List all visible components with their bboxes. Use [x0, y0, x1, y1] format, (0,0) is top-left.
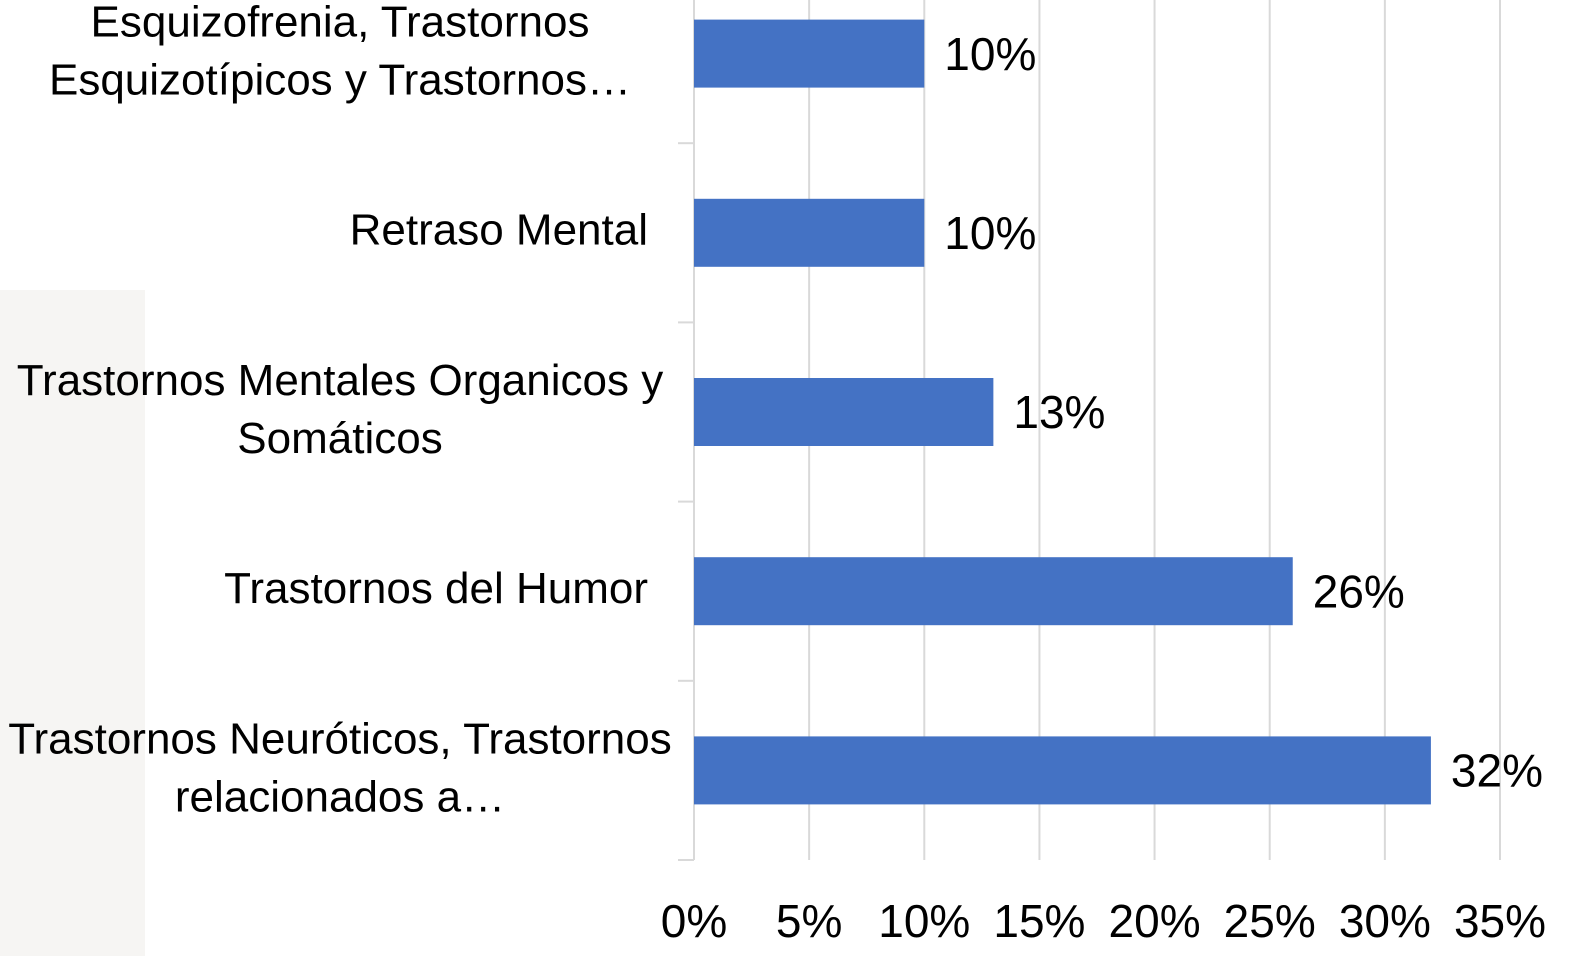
bar [694, 198, 925, 267]
value-label: 13% [1013, 386, 1105, 438]
bar [694, 378, 994, 446]
value-label: 10% [944, 207, 1036, 259]
x-tick-label: 15% [993, 895, 1085, 947]
x-tick-label: 20% [1109, 895, 1201, 947]
category-label: Retraso Mental [350, 205, 648, 254]
x-tick-label: 5% [776, 895, 842, 947]
category-label: Trastornos del Humor [224, 564, 648, 613]
x-tick-label: 25% [1224, 895, 1316, 947]
x-tick-label: 30% [1339, 895, 1431, 947]
bar [694, 19, 925, 88]
background-decoration [0, 290, 145, 956]
x-tick-label: 10% [878, 895, 970, 947]
value-label: 10% [944, 28, 1036, 80]
bar [694, 557, 1293, 626]
category-label: Trastornos Neuróticos, Trastornos relacio… [8, 714, 672, 821]
category-label: Esquizofrenia, Trastornos Esquizotípicos … [49, 0, 631, 104]
category-label: Trastornos Mentales Organicos y Somáticos [17, 356, 663, 463]
value-label: 26% [1313, 565, 1405, 617]
bar [694, 736, 1431, 805]
x-tick-label: 35% [1454, 895, 1546, 947]
value-label: 32% [1451, 745, 1543, 797]
x-tick-label: 0% [661, 895, 727, 947]
